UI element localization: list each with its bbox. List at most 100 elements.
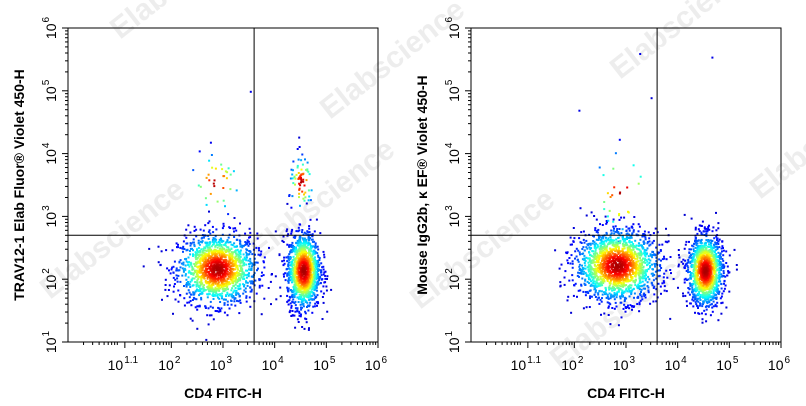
event-dot [288,274,291,277]
event-dot [602,278,605,280]
event-dot [251,263,254,266]
event-dot [652,300,655,303]
event-dot [590,280,593,283]
event-dot [199,266,202,269]
event-dot [713,251,716,253]
event-dot [594,276,597,279]
event-dot [191,319,194,322]
event-dot [636,256,639,259]
event-dot [647,258,650,261]
event-dot [641,246,644,248]
event-dot [211,240,214,243]
event-dot [216,310,219,313]
event-dot [304,191,307,194]
event-dot [257,267,259,270]
event-dot [589,284,592,287]
event-dot [698,251,701,254]
event-dot [192,273,195,276]
event-dot [221,248,224,251]
event-dot [302,302,305,305]
event-dot [208,282,211,285]
event-dot [312,285,315,288]
event-dot [218,289,221,292]
y-tick-label: 106 [41,16,59,39]
event-dot [705,301,708,303]
event-dot [323,271,326,274]
event-dot [234,297,237,300]
event-dots [142,90,333,341]
event-dot [703,309,706,312]
event-dot [283,275,285,278]
event-dot [660,292,662,295]
event-dot [193,277,196,280]
event-dot [683,247,686,250]
event-dot [239,240,242,243]
event-dot [294,235,297,238]
event-dot [221,287,224,290]
event-dot [306,247,309,250]
event-dot [243,284,246,286]
event-dot [696,242,699,245]
event-dot [221,251,224,254]
event-dot [198,255,201,258]
event-dot [306,168,309,171]
event-dot [196,308,199,311]
event-dot [580,283,583,286]
event-dot [217,266,220,269]
event-dot [594,268,597,270]
event-dot [195,289,198,292]
event-dot [290,263,293,266]
event-dot [275,298,278,301]
event-dot [228,258,231,261]
event-dot [286,272,289,275]
event-dot [687,266,690,269]
event-dot [205,203,208,206]
event-dot [279,286,282,289]
event-dot [199,284,202,287]
event-dot [209,290,212,293]
event-dot [624,242,627,245]
event-dot [566,299,569,302]
event-dot [605,289,607,292]
event-dot [694,263,697,266]
event-dot [314,244,317,247]
event-dot [212,241,215,244]
event-dot [704,313,707,316]
event-dot [306,301,309,304]
event-dot [641,273,644,276]
event-dot [304,158,306,161]
event-dot [715,211,717,214]
event-dot [297,275,300,278]
event-dot [290,168,293,171]
event-dot [591,279,594,282]
event-dot [310,189,313,192]
event-dot [297,301,300,303]
event-dot [302,290,305,293]
event-dot [237,258,240,261]
event-dot [637,295,640,298]
event-dot [713,243,715,246]
event-dot [315,218,318,221]
event-dot [299,253,302,256]
event-dot [646,264,648,267]
event-dot [637,244,640,247]
event-dot [316,263,318,266]
event-dot [682,258,685,261]
event-dot [238,294,241,297]
event-dot [235,293,238,296]
event-dot [238,260,241,263]
event-dot [212,271,214,274]
event-dot [718,262,721,265]
event-dot [588,260,591,263]
event-dot [181,267,184,270]
event-dot [586,266,589,269]
event-dot [572,227,575,229]
event-dot [625,236,628,239]
event-dot [211,274,214,277]
event-dot [720,312,723,315]
event-dot [321,266,324,269]
event-dot [602,241,605,244]
event-dot [216,267,219,270]
event-dot [638,265,641,268]
event-dot [315,289,318,292]
